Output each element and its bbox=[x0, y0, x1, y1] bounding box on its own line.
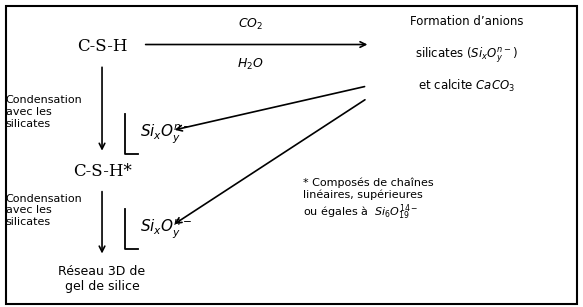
Text: * Composés de chaînes
linéaires, supérieures
ou égales à  $Si_6O_{19}^{14-}$: * Composés de chaînes linéaires, supérie… bbox=[303, 177, 434, 222]
Text: silicates $(Si_xO_y^{n-})$: silicates $(Si_xO_y^{n-})$ bbox=[415, 45, 518, 65]
Text: C-S-H*: C-S-H* bbox=[73, 163, 131, 181]
Text: $Si_xO_y^{n-}$: $Si_xO_y^{n-}$ bbox=[140, 122, 192, 145]
Text: Réseau 3D de
gel de silice: Réseau 3D de gel de silice bbox=[58, 265, 146, 293]
Text: Condensation
avec les
silicates: Condensation avec les silicates bbox=[6, 95, 83, 129]
Text: Condensation
avec les
silicates: Condensation avec les silicates bbox=[6, 194, 83, 227]
Text: Formation d’anions: Formation d’anions bbox=[410, 15, 523, 28]
Text: $Si_xO_y^{n-}$: $Si_xO_y^{n-}$ bbox=[140, 217, 192, 240]
Text: $CO_2$: $CO_2$ bbox=[238, 17, 264, 32]
Text: C-S-H: C-S-H bbox=[77, 37, 127, 55]
Text: et calcite $CaCO_3$: et calcite $CaCO_3$ bbox=[418, 78, 515, 94]
Text: $H_2O$: $H_2O$ bbox=[237, 57, 264, 72]
